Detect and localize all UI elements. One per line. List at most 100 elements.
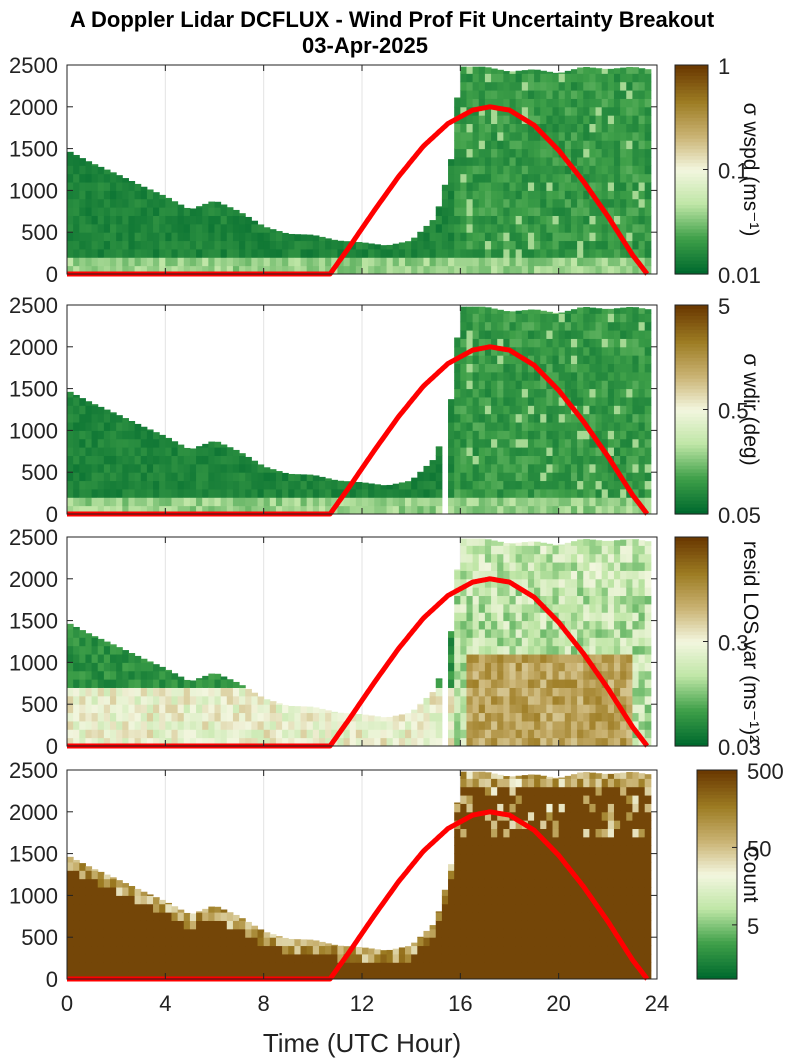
heatmap-cell — [497, 447, 504, 456]
heatmap-cell — [454, 570, 461, 580]
colorbar-band — [675, 426, 708, 431]
heatmap-cell — [497, 679, 504, 688]
heatmap-cell — [497, 223, 504, 233]
heatmap-cell — [583, 737, 590, 747]
heatmap-cell — [91, 173, 99, 183]
heatmap-cell — [601, 313, 609, 323]
heatmap-cell — [405, 481, 412, 490]
heatmap-cell — [171, 455, 179, 465]
heatmap-cell — [620, 307, 627, 314]
heatmap-cell — [509, 928, 517, 938]
heatmap-cell — [245, 962, 252, 972]
heatmap-cell — [491, 265, 498, 275]
colorbar-band — [675, 399, 708, 404]
heatmap-cell — [171, 201, 179, 208]
heatmap-cell — [589, 720, 597, 730]
heatmap-cell — [583, 538, 590, 546]
heatmap-cell — [454, 620, 461, 630]
heatmap-cell — [466, 620, 474, 630]
heatmap-cell — [497, 413, 504, 423]
heatmap-cell — [220, 712, 228, 722]
heatmap-cell — [85, 670, 93, 680]
heatmap-cell — [589, 562, 597, 571]
heatmap-cell — [491, 363, 498, 373]
heatmap-cell — [251, 480, 259, 490]
heatmap-cell — [466, 795, 474, 804]
heatmap-cell — [491, 480, 498, 490]
heatmap-cell — [454, 662, 461, 672]
heatmap-cell — [232, 687, 240, 697]
heatmap-cell — [97, 248, 105, 258]
heatmap-cell — [497, 156, 504, 166]
heatmap-cell — [564, 687, 572, 697]
heatmap-cell — [208, 447, 215, 456]
heatmap-cell — [214, 945, 222, 955]
colorbar-band — [675, 482, 708, 487]
heatmap-cell — [583, 346, 590, 356]
heatmap-cell — [540, 338, 547, 348]
heatmap-cell — [466, 612, 474, 622]
y-tick-label: 0 — [46, 734, 58, 759]
heatmap-cell — [607, 729, 615, 739]
heatmap-cell — [196, 215, 203, 225]
heatmap-cell — [466, 173, 474, 183]
heatmap-cell — [595, 308, 603, 314]
heatmap-cell — [509, 232, 517, 242]
heatmap-cell — [460, 430, 467, 440]
heatmap-cell — [159, 505, 166, 515]
heatmap-cell — [67, 712, 74, 722]
heatmap-cell — [306, 265, 314, 275]
heatmap-cell — [472, 878, 480, 888]
heatmap-cell — [171, 207, 179, 216]
heatmap-cell — [312, 707, 320, 714]
heatmap-cell — [570, 190, 578, 200]
heatmap-cell — [263, 497, 271, 507]
heatmap-cell — [478, 820, 486, 830]
heatmap-cell — [362, 497, 369, 507]
heatmap-cell — [466, 654, 474, 663]
heatmap-cell — [577, 455, 584, 465]
heatmap-cell — [116, 729, 123, 739]
heatmap-cell — [484, 811, 492, 821]
heatmap-cell — [607, 488, 615, 498]
heatmap-cell — [644, 628, 652, 638]
heatmap-cell — [644, 662, 652, 672]
heatmap-cell — [552, 207, 560, 216]
heatmap-cell — [527, 98, 535, 108]
heatmap-cell — [484, 438, 492, 448]
heatmap-cell — [460, 645, 467, 655]
heatmap-cell — [478, 928, 486, 938]
heatmap-cell — [601, 422, 609, 431]
heatmap-cell — [564, 587, 572, 597]
heatmap-cell — [552, 72, 560, 74]
heatmap-cell — [202, 928, 209, 938]
heatmap-cell — [318, 480, 326, 490]
colorbar-band — [675, 85, 708, 90]
heatmap-cell — [527, 131, 535, 141]
heatmap-cell — [110, 412, 117, 415]
heatmap-cell — [521, 704, 529, 714]
heatmap-cell — [220, 497, 228, 507]
heatmap-cell — [251, 953, 259, 963]
heatmap-cell — [491, 540, 498, 546]
heatmap-cell — [503, 480, 510, 490]
heatmap-cell — [484, 962, 492, 972]
heatmap-cell — [466, 836, 474, 846]
heatmap-cell — [570, 321, 578, 331]
heatmap-cell — [558, 106, 566, 116]
heatmap-cell — [343, 970, 351, 980]
heatmap-cell — [583, 463, 590, 473]
heatmap-cell — [589, 371, 597, 381]
heatmap-cell — [607, 165, 615, 175]
heatmap-cell — [405, 497, 412, 507]
heatmap-cell — [306, 480, 314, 490]
heatmap-cell — [484, 570, 492, 580]
heatmap-cell — [189, 687, 197, 697]
heatmap-cell — [239, 488, 246, 498]
heatmap-cell — [626, 637, 633, 647]
heatmap-cell — [583, 505, 590, 515]
heatmap-cell — [515, 447, 523, 456]
heatmap-cell — [478, 679, 486, 688]
heatmap-cell — [165, 729, 172, 739]
colorbar-band — [675, 197, 708, 202]
